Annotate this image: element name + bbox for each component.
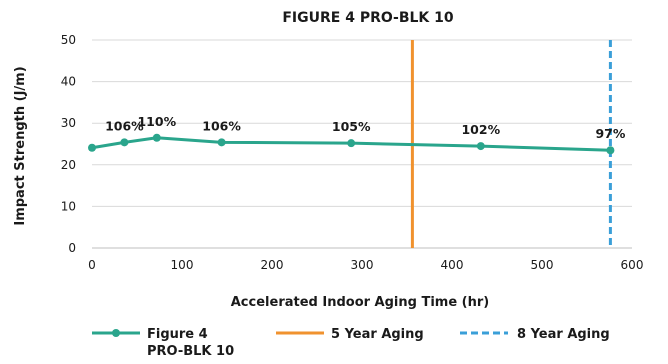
x-tick-label: 0 xyxy=(88,258,96,272)
x-tick-label: 400 xyxy=(441,258,464,272)
data-label: 106% xyxy=(105,118,144,133)
chart-title: FIGURE 4 PRO-BLK 10 xyxy=(282,10,454,26)
x-tick-label: 600 xyxy=(621,258,644,272)
x-tick-label: 200 xyxy=(261,258,284,272)
y-tick-label: 50 xyxy=(61,33,76,47)
data-label: 97% xyxy=(595,126,625,141)
data-point xyxy=(152,133,161,142)
y-tick-label: 30 xyxy=(61,116,76,130)
y-tick-label: 20 xyxy=(61,158,76,172)
x-tick-label: 100 xyxy=(171,258,194,272)
legend-label-5yr: 5 Year Aging xyxy=(331,327,424,342)
legend-label-series: PRO-BLK 10 xyxy=(147,344,234,359)
data-point xyxy=(347,139,356,148)
data-label: 110% xyxy=(137,114,176,129)
data-point xyxy=(606,146,615,155)
legend-label-series: Figure 4 xyxy=(147,327,208,342)
legend-label-8yr: 8 Year Aging xyxy=(517,327,610,342)
data-label: 105% xyxy=(332,119,371,134)
data-labels: 106%110% 106% 105% 102% 97% xyxy=(105,114,626,141)
data-label: 106% xyxy=(202,118,241,133)
y-tick-label: 0 xyxy=(68,241,76,255)
legend-marker-series xyxy=(112,329,120,337)
y-axis-title: Impact Strength (J/m) xyxy=(13,66,28,225)
x-tick-label: 500 xyxy=(531,258,554,272)
x-tick-label: 300 xyxy=(351,258,374,272)
y-tick-label: 40 xyxy=(61,75,76,89)
data-point xyxy=(476,142,485,151)
legend: Figure 4 PRO-BLK 10 5 Year Aging 8 Year Agi… xyxy=(92,327,610,359)
data-point xyxy=(217,138,226,147)
data-label: 102% xyxy=(461,122,500,137)
data-point xyxy=(88,143,96,152)
data-point xyxy=(120,138,129,147)
gridlines xyxy=(92,39,632,207)
x-axis-title: Accelerated Indoor Aging Time (hr) xyxy=(231,295,489,310)
y-tick-label: 10 xyxy=(61,199,76,213)
series xyxy=(88,133,615,155)
